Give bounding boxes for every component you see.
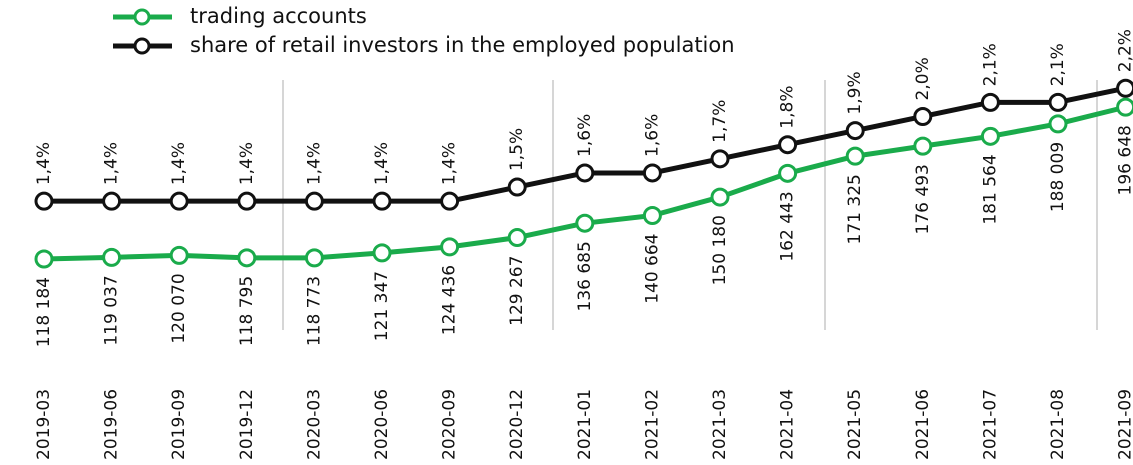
- data-label: 1,7%: [710, 100, 730, 143]
- point: [778, 163, 798, 183]
- x-tick-label: 2021-06: [913, 389, 933, 460]
- data-label: 1,4%: [34, 142, 54, 185]
- x-tick-label: 2020-06: [372, 389, 392, 460]
- legend-label: share of retail investors in the employe…: [190, 33, 735, 57]
- point: [1048, 92, 1068, 112]
- x-tick-label: 2021-07: [980, 389, 1000, 460]
- point: [913, 136, 933, 156]
- x-tick-label: 2019-06: [102, 389, 122, 460]
- data-label: 119 037: [102, 275, 122, 345]
- point: [34, 249, 54, 269]
- point: [1116, 97, 1133, 117]
- data-label: 181 564: [980, 154, 1000, 224]
- data-label: 1,5%: [507, 128, 527, 171]
- x-tick-label: 2021-03: [710, 389, 730, 460]
- point: [304, 248, 324, 268]
- data-label: 171 325: [845, 174, 865, 244]
- data-label: 1,8%: [778, 86, 798, 129]
- data-label: 2,0%: [913, 57, 933, 100]
- legend-marker: [133, 8, 151, 26]
- data-label: 1,4%: [169, 142, 189, 185]
- point: [304, 191, 324, 211]
- data-label: 1,4%: [102, 142, 122, 185]
- point: [34, 191, 54, 211]
- point: [440, 237, 460, 257]
- data-label: 2,1%: [980, 43, 1000, 86]
- point: [102, 191, 122, 211]
- x-tick-label: 2021-08: [1048, 389, 1068, 460]
- data-label: 118 184: [34, 277, 54, 347]
- separators: [282, 80, 1098, 330]
- data-label: 162 443: [778, 191, 798, 261]
- data-label: 120 070: [169, 273, 189, 343]
- data-label: 140 664: [642, 233, 662, 303]
- point: [575, 213, 595, 233]
- data-label: 1,4%: [372, 142, 392, 185]
- point: [980, 126, 1000, 146]
- legend-label: trading accounts: [190, 4, 367, 28]
- point: [575, 163, 595, 183]
- point: [237, 248, 257, 268]
- point: [169, 245, 189, 265]
- data-label: 188 009: [1048, 142, 1068, 212]
- legend-marker: [133, 37, 151, 55]
- data-label: 118 795: [237, 276, 257, 346]
- x-tick-label: 2021-09: [1116, 389, 1133, 460]
- point: [507, 177, 527, 197]
- x-tick-label: 2020-12: [507, 389, 527, 460]
- point: [372, 243, 392, 263]
- data-label: 1,4%: [237, 142, 257, 185]
- point: [1116, 78, 1133, 98]
- data-label: 2,1%: [1048, 43, 1068, 86]
- data-label: 1,4%: [440, 142, 460, 185]
- data-label: 124 436: [440, 265, 460, 335]
- point: [372, 191, 392, 211]
- point: [1048, 114, 1068, 134]
- point: [237, 191, 257, 211]
- data-label: 121 347: [372, 271, 392, 341]
- x-tick-label: 2021-05: [845, 389, 865, 460]
- point: [507, 228, 527, 248]
- x-tick-label: 2021-04: [778, 389, 798, 460]
- data-label: 2,2%: [1116, 29, 1133, 72]
- point: [642, 163, 662, 183]
- data-label: 1,4%: [304, 142, 324, 185]
- x-tick-label: 2019-03: [34, 389, 54, 460]
- point: [169, 191, 189, 211]
- data-label: 196 648: [1116, 125, 1133, 195]
- data-label: 118 773: [304, 276, 324, 346]
- x-tick-label: 2019-09: [169, 389, 189, 460]
- x-tick-label: 2021-01: [575, 389, 595, 460]
- data-label: 1,6%: [575, 114, 595, 157]
- x-tick-label: 2019-12: [237, 389, 257, 460]
- point: [845, 146, 865, 166]
- data-label: 176 493: [913, 164, 933, 234]
- data-label: 136 685: [575, 241, 595, 311]
- point: [845, 121, 865, 141]
- point: [710, 187, 730, 207]
- point: [440, 191, 460, 211]
- x-tick-label: 2020-09: [440, 389, 460, 460]
- point: [102, 247, 122, 267]
- point: [642, 205, 662, 225]
- data-label: 1,9%: [845, 71, 865, 114]
- x-tick-label: 2020-03: [304, 389, 324, 460]
- data-label: 150 180: [710, 215, 730, 285]
- x-tick-label: 2021-02: [642, 389, 662, 460]
- point: [778, 135, 798, 155]
- point: [913, 106, 933, 126]
- data-label: 1,6%: [642, 114, 662, 157]
- data-label: 129 267: [507, 256, 527, 326]
- point: [710, 149, 730, 169]
- point: [980, 92, 1000, 112]
